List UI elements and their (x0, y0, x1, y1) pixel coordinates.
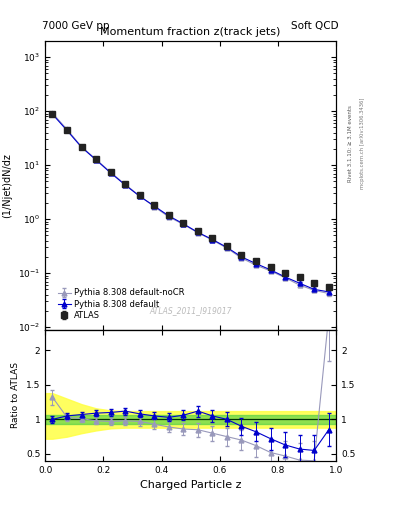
Legend: Pythia 8.308 default-noCR, Pythia 8.308 default, ATLAS: Pythia 8.308 default-noCR, Pythia 8.308 … (58, 288, 184, 319)
Title: Momentum fraction z(track jets): Momentum fraction z(track jets) (101, 28, 281, 37)
Text: Rivet 3.1.10; ≥ 3.1M events: Rivet 3.1.10; ≥ 3.1M events (348, 105, 353, 182)
Text: 7000 GeV pp: 7000 GeV pp (42, 21, 110, 31)
Y-axis label: Ratio to ATLAS: Ratio to ATLAS (11, 362, 20, 428)
Text: mcplots.cern.ch [arXiv:1306.3436]: mcplots.cern.ch [arXiv:1306.3436] (360, 98, 365, 189)
X-axis label: Charged Particle z: Charged Particle z (140, 480, 241, 490)
Y-axis label: (1/Njet)dN/dz: (1/Njet)dN/dz (2, 153, 13, 218)
Text: Soft QCD: Soft QCD (291, 21, 339, 31)
Text: ATLAS_2011_I919017: ATLAS_2011_I919017 (149, 306, 232, 315)
